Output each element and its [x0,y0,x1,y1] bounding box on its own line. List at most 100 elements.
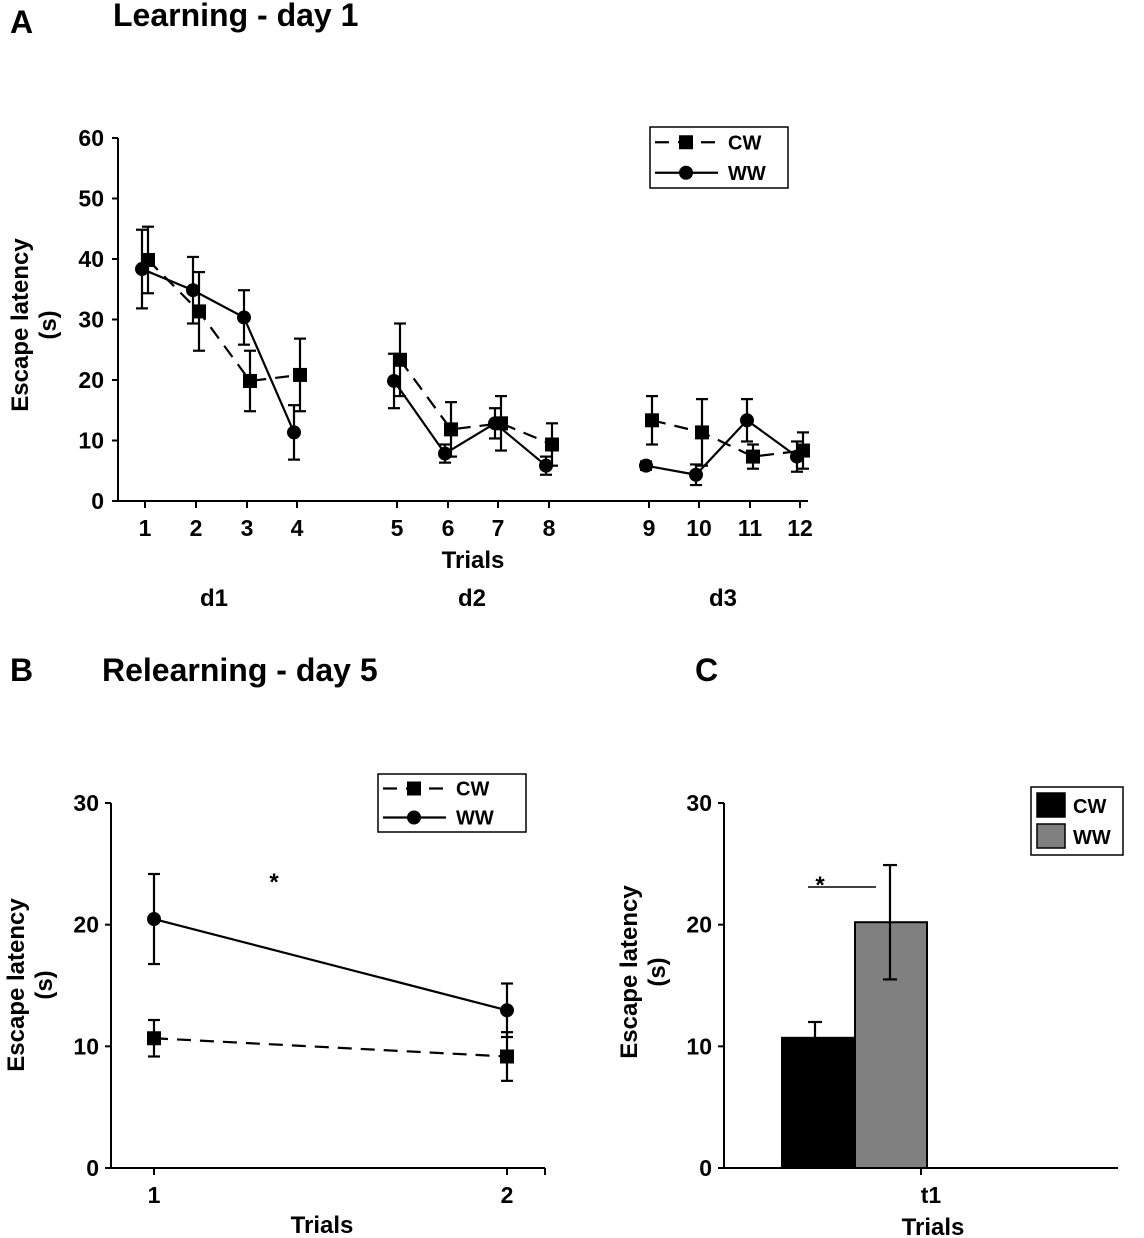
legend-box [377,773,527,833]
x-tick-label: 2 [501,1182,514,1208]
data-point-ww [287,425,301,440]
y-tick-label: 10 [73,1033,99,1059]
series-line-cw [651,419,804,458]
panel-a-letter: A [10,4,33,40]
x-axis-title: Trials [442,547,505,574]
y-tick-label: 20 [73,912,99,938]
y-tick-label: 40 [78,246,104,272]
data-point-cw [695,425,709,440]
y-axis-title-line: (s) [644,957,671,986]
data-point-cw [444,422,458,437]
x-tick-label: 6 [442,515,455,541]
y-tick-label: 20 [686,912,712,938]
data-point-ww [539,458,553,473]
data-point-ww [387,373,401,388]
data-point-cw [192,304,206,319]
panel-b-letter: B [10,652,33,688]
series-line-ww [393,380,547,467]
significance-asterisk: * [269,869,279,896]
legend-box [649,126,789,189]
day-group-label-d2: d2 [458,585,486,612]
data-point-ww [689,467,703,482]
y-tick-label: 30 [73,790,99,816]
panel-c-letter: C [695,652,718,688]
x-tick-label: 3 [241,515,254,541]
x-tick-label: 11 [738,515,763,541]
data-point-cw [645,413,659,428]
x-axis-title: Trials [902,1214,965,1238]
y-axis-title-line: Escape latency [616,885,643,1059]
x-axis-title: Trials [291,1212,354,1238]
x-tick-label: 2 [190,515,203,541]
y-tick-label: 0 [86,1155,99,1181]
data-point-ww [147,912,161,927]
y-axis-title-line: (s) [31,970,58,999]
x-tick-label: 4 [291,515,304,541]
series-line-ww [141,268,296,433]
y-tick-label: 50 [78,186,104,212]
series-line-cw [153,1037,508,1058]
y-axis-title: Escape latency(s) [3,898,58,1072]
data-point-ww [740,413,754,428]
data-point-cw [293,367,307,382]
y-tick-label: 60 [78,125,104,151]
y-tick-label: 0 [91,488,104,514]
legend-label-cw: CW [728,132,761,154]
legend-label-ww: WW [728,163,766,185]
data-point-ww [488,416,502,431]
data-point-cw [243,373,257,388]
data-point-cw [147,1031,161,1046]
data-point-ww [135,262,149,277]
y-tick-label: 30 [78,307,104,333]
x-tick-label: 7 [492,515,505,541]
data-point-cw [500,1049,514,1064]
series-line-cw [147,259,301,383]
data-point-ww [186,283,200,298]
day-group-label-d1: d1 [200,585,228,612]
data-point-ww [500,1003,514,1018]
y-axis-title-line: (s) [35,310,62,339]
data-point-ww [790,449,804,464]
legend-swatch-ww [1036,823,1066,849]
y-tick-label: 10 [686,1033,712,1059]
y-tick-label: 20 [78,367,104,393]
y-tick-label: 30 [686,790,712,816]
y-axis-title: Escape latency(s) [616,885,671,1059]
data-point-ww [639,458,653,473]
bar-cw [781,1036,855,1169]
data-point-ww [438,446,452,461]
y-axis-title: Escape latency(s) [7,238,62,412]
y-tick-label: 10 [78,428,104,454]
legend-marker-cw [407,781,421,796]
data-point-cw [746,449,760,464]
x-tick-label: 8 [543,515,556,541]
panel-b-title: Relearning - day 5 [102,652,378,688]
day-group-label-d3: d3 [709,585,737,612]
x-tick-label: 10 [686,515,712,541]
panel-a-title: Learning - day 1 [113,0,358,33]
legend-marker-ww [407,810,421,825]
series-line-ww [645,418,798,476]
x-tick-label: 1 [148,1182,161,1208]
data-point-cw [393,352,407,367]
panel-c-chart: 0 10 20 30 t1 Trials Escape latency(s) * CW WW [616,786,1124,1238]
data-point-cw [545,437,559,452]
x-tick-label: 12 [787,515,813,541]
data-point-ww [237,310,251,325]
y-axis-title-line: Escape latency [7,238,34,412]
legend-marker-ww [679,165,693,180]
x-tick-label: 5 [391,515,404,541]
series-line-cw [399,359,553,446]
significance-asterisk: * [815,872,825,899]
legend-label-ww: WW [456,808,494,830]
legend-label-ww: WW [1073,827,1111,849]
legend-swatch-cw [1036,792,1066,818]
legend-marker-cw [679,135,693,150]
x-tick-label: 1 [139,515,152,541]
y-axis-title-line: Escape latency [3,898,30,1072]
x-tick-label: 9 [643,515,656,541]
legend-label-cw: CW [1073,796,1106,818]
legend-label-cw: CW [456,779,489,801]
